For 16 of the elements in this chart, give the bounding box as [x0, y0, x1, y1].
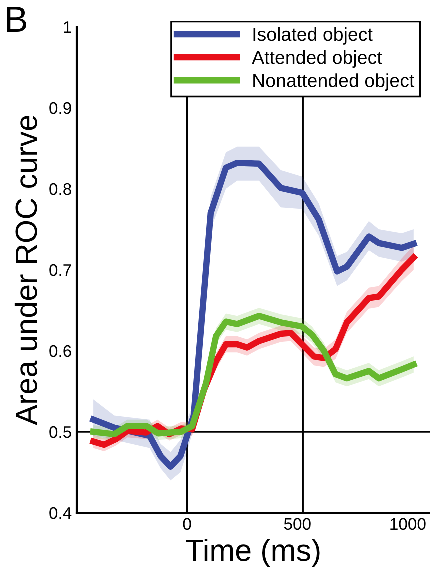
y-tick-label: 0.6	[50, 345, 72, 358]
text: B	[7, 7, 26, 32]
x-axis-title: Time (ms)	[186, 538, 320, 568]
legend-label: Nonattended object	[254, 74, 415, 92]
y-tick-label: 1	[64, 22, 72, 34]
x-tick-label: 1000	[390, 518, 426, 530]
y-tick-label: 0.4	[50, 507, 72, 520]
y-tick-label: 0.5	[50, 426, 72, 438]
y-tick-label: 0.9	[50, 102, 72, 114]
y-tick-label: 0.7	[50, 264, 72, 276]
legend-label: Isolated object	[254, 27, 373, 45]
x-tick-label: 0	[183, 518, 192, 530]
y-tick-label: 0.8	[50, 183, 72, 196]
legend-label: Attended object	[252, 50, 382, 68]
x-tick-label: 500	[284, 518, 311, 530]
y-axis-title: Area under ROC curve	[14, 116, 38, 426]
